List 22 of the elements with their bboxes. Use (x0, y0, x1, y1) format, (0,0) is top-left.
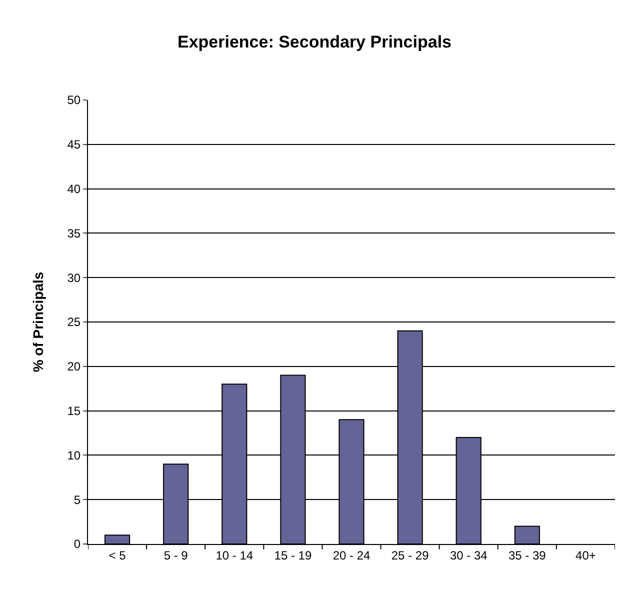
y-tick-label: 15 (67, 404, 81, 418)
x-tick-label: 40+ (576, 548, 596, 562)
y-tick-label: 25 (67, 315, 81, 330)
x-tick-label: 30 - 34 (450, 548, 488, 562)
y-tick-label: 35 (67, 226, 81, 240)
x-tick-label: 20 - 24 (332, 548, 371, 562)
x-tick-label: 10 - 14 (216, 548, 254, 562)
y-tick-label: 0 (74, 537, 81, 552)
y-tick-label: 5 (74, 492, 81, 507)
y-tick-label: 45 (67, 138, 81, 152)
x-tick-label: < 5 (108, 548, 126, 562)
y-axis-title: % of Principals (30, 272, 46, 372)
x-tick-label: 25 - 29 (391, 548, 430, 562)
chart-title: Experience: Secondary Principals (177, 32, 452, 52)
y-tick-label: 50 (67, 93, 81, 108)
y-tick-label: 20 (67, 360, 81, 374)
y-tick-label: 30 (67, 270, 81, 285)
x-tick-label: 5 - 9 (164, 548, 188, 562)
x-tick-label: 35 - 39 (508, 548, 546, 562)
x-tick-label: 15 - 19 (274, 548, 312, 562)
y-tick-label: 10 (67, 448, 81, 462)
y-tick-label: 40 (67, 182, 81, 196)
